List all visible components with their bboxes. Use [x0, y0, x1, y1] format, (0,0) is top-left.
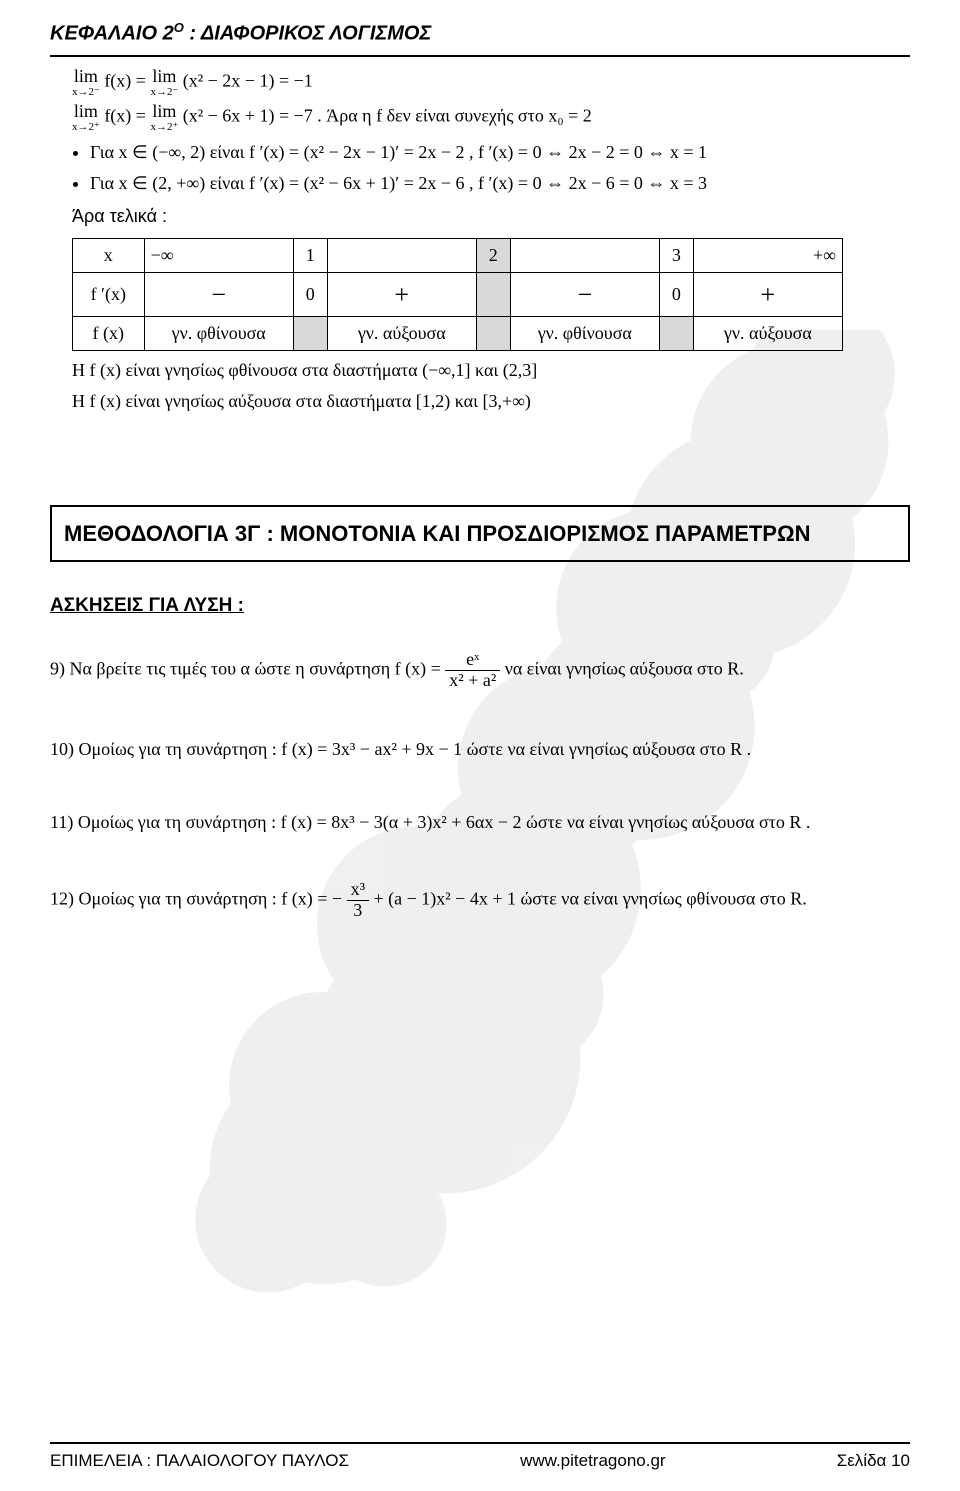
- table-row: f ′(x) − 0 + − 0 +: [73, 272, 843, 316]
- chapter-tail: : ΔΙΑΦΟΡΙΚΟΣ ΛΟΓΙΣΜΟΣ: [184, 23, 431, 45]
- page-footer: ΕΠΙΜΕΛΕΙΑ : ΠΑΛΑΙΟΛΟΓΟΥ ΠΑΥΛΟΣ www.pitet…: [50, 1442, 910, 1474]
- exercises-heading: ΑΣΚΗΣΕΙΣ ΓΙΑ ΛΥΣΗ :: [50, 592, 910, 621]
- ara-text: Άρα τελικά :: [72, 203, 910, 230]
- lim-symbol: lim x→2⁺: [72, 102, 100, 133]
- chapter-text: ΚΕΦΑΛΑΙΟ 2: [50, 23, 174, 45]
- lim-symbol: lim x→2⁺: [150, 102, 178, 133]
- bullet-item: Για x ∈ (−∞, 2) είναι f ′(x) = (x² − 2x …: [90, 139, 910, 166]
- sign-table: x −∞ 1 2 3 +∞ f ′(x) − 0 + − 0 + f (x) γ…: [72, 238, 910, 351]
- chapter-sup: Ο: [174, 20, 184, 35]
- chapter-title: ΚΕΦΑΛΑΙΟ 2Ο : ΔΙΑΦΟΡΙΚΟΣ ΛΟΓΙΣΜΟΣ: [50, 18, 910, 49]
- footer-center: www.pitetragono.gr: [520, 1448, 666, 1474]
- footer-right: Σελίδα 10: [837, 1448, 910, 1474]
- after-text-1: Η f (x) είναι γνησίως φθίνουσα στα διαστ…: [72, 357, 910, 384]
- method-box: ΜΕΘΟΔΟΛΟΓΙΑ 3Γ : ΜΟΝΟΤΟΝΙΑ ΚΑΙ ΠΡΟΣΔΙΟΡΙ…: [50, 505, 910, 562]
- footer-left: ΕΠΙΜΕΛΕΙΑ : ΠΑΛΑΙΟΛΟΓΟΥ ΠΑΥΛΟΣ: [50, 1448, 349, 1474]
- footer-rule: [50, 1442, 910, 1444]
- exercise-10: 10) Ομοίως για τη συνάρτηση : f (x) = 3x…: [50, 735, 910, 764]
- bullet-item: Για x ∈ (2, +∞) είναι f ′(x) = (x² − 6x …: [90, 170, 910, 197]
- exercise-12: 12) Ομοίως για τη συνάρτηση : f (x) = − …: [50, 880, 910, 921]
- header-rule: [50, 55, 910, 57]
- table-row: f (x) γν. φθίνουσα γν. αύξουσα γν. φθίνο…: [73, 316, 843, 350]
- after-text-2: Η f (x) είναι γνησίως αύξουσα στα διαστή…: [72, 388, 910, 415]
- limit-line-1: lim x→2⁻ f(x) = lim x→2⁻ (x² − 2x − 1) =…: [72, 67, 910, 98]
- table-row: x −∞ 1 2 3 +∞: [73, 238, 843, 272]
- limit-line-2: lim x→2⁺ f(x) = lim x→2⁺ (x² − 6x + 1) =…: [72, 102, 910, 133]
- lim-symbol: lim x→2⁻: [150, 67, 178, 98]
- exercise-9: 9) Να βρείτε τις τιμές του α ώστε η συνά…: [50, 650, 910, 691]
- exercise-11: 11) Ομοίως για τη συνάρτηση : f (x) = 8x…: [50, 808, 910, 837]
- lim-symbol: lim x→2⁻: [72, 67, 100, 98]
